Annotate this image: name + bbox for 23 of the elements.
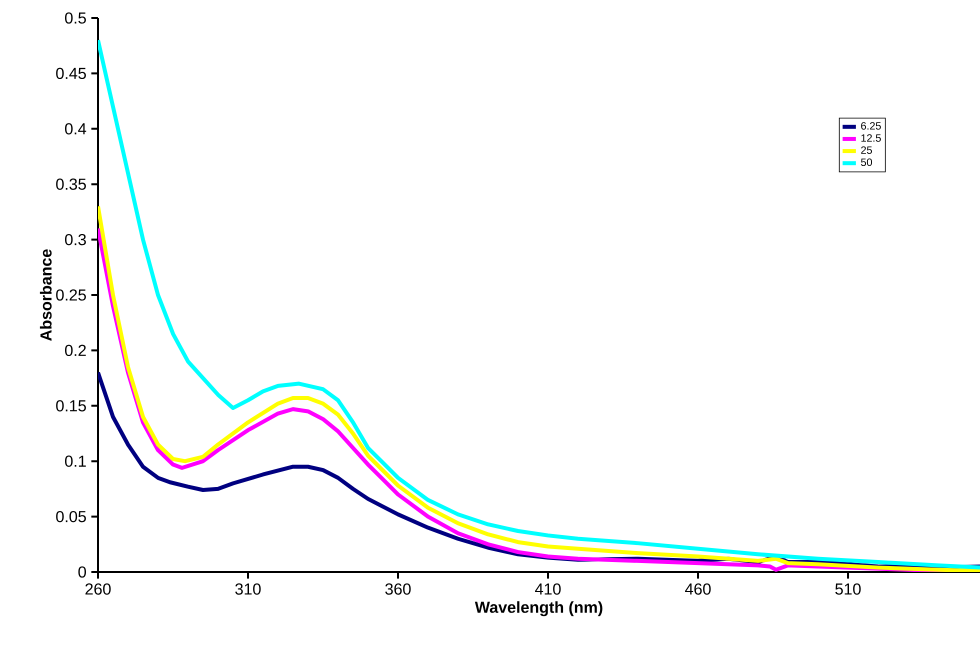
legend-label: 12.5 [861, 134, 881, 142]
y-tick-label: 0 [78, 566, 86, 578]
legend-label: 50 [860, 158, 872, 166]
legend-label: 25 [861, 146, 872, 154]
y-tick-label: 0.3 [65, 234, 86, 246]
y-tick-label: 0.5 [65, 12, 86, 24]
y-axis-title: Absorbance [40, 249, 52, 341]
y-tick-label: 0.05 [56, 510, 86, 522]
y-tick-label: 0.4 [65, 123, 86, 134]
x-tick-label: 410 [535, 583, 561, 595]
x-axis-title: Wavelength (nm) [474, 601, 602, 616]
x-tick-label: 360 [385, 583, 411, 595]
y-tick-label: 0.1 [65, 456, 86, 467]
y-tick-label: 0.15 [56, 400, 86, 412]
x-tick-label: 460 [685, 583, 711, 595]
legend-label: 6.25 [861, 122, 881, 130]
y-tick-label: 0.45 [56, 68, 86, 80]
y-tick-label: 0.25 [56, 289, 86, 301]
y-tick-label: 0.2 [65, 344, 86, 356]
x-tick-label: 260 [85, 583, 111, 595]
x-tick-label: 510 [835, 583, 861, 595]
y-tick-label: 0.35 [56, 178, 86, 190]
x-tick-label: 310 [235, 583, 261, 595]
